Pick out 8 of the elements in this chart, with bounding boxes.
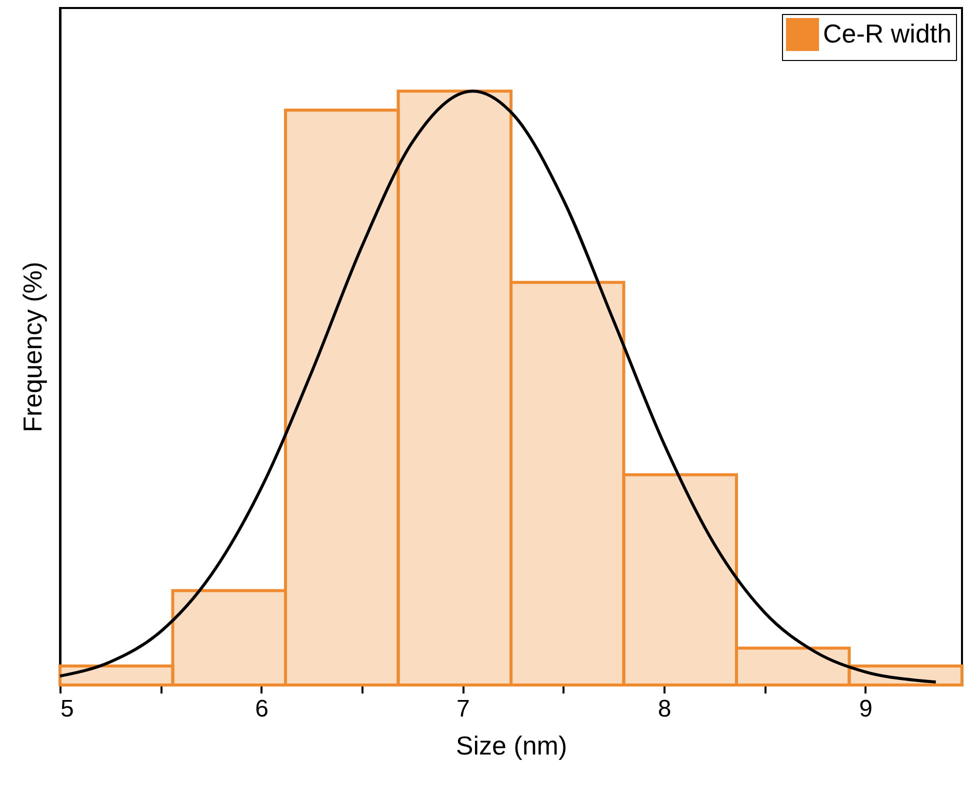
y-axis-title: Frequency (%) (18, 262, 48, 432)
x-tick-label: 9 (859, 696, 873, 722)
x-tick-label: 7 (456, 696, 470, 722)
x-tick-label: 8 (658, 696, 672, 722)
x-tick-label: 5 (60, 696, 74, 722)
x-axis-title: Size (nm) (456, 730, 568, 760)
x-tick-label: 6 (255, 696, 269, 722)
legend-label: Ce-R width (823, 18, 952, 48)
